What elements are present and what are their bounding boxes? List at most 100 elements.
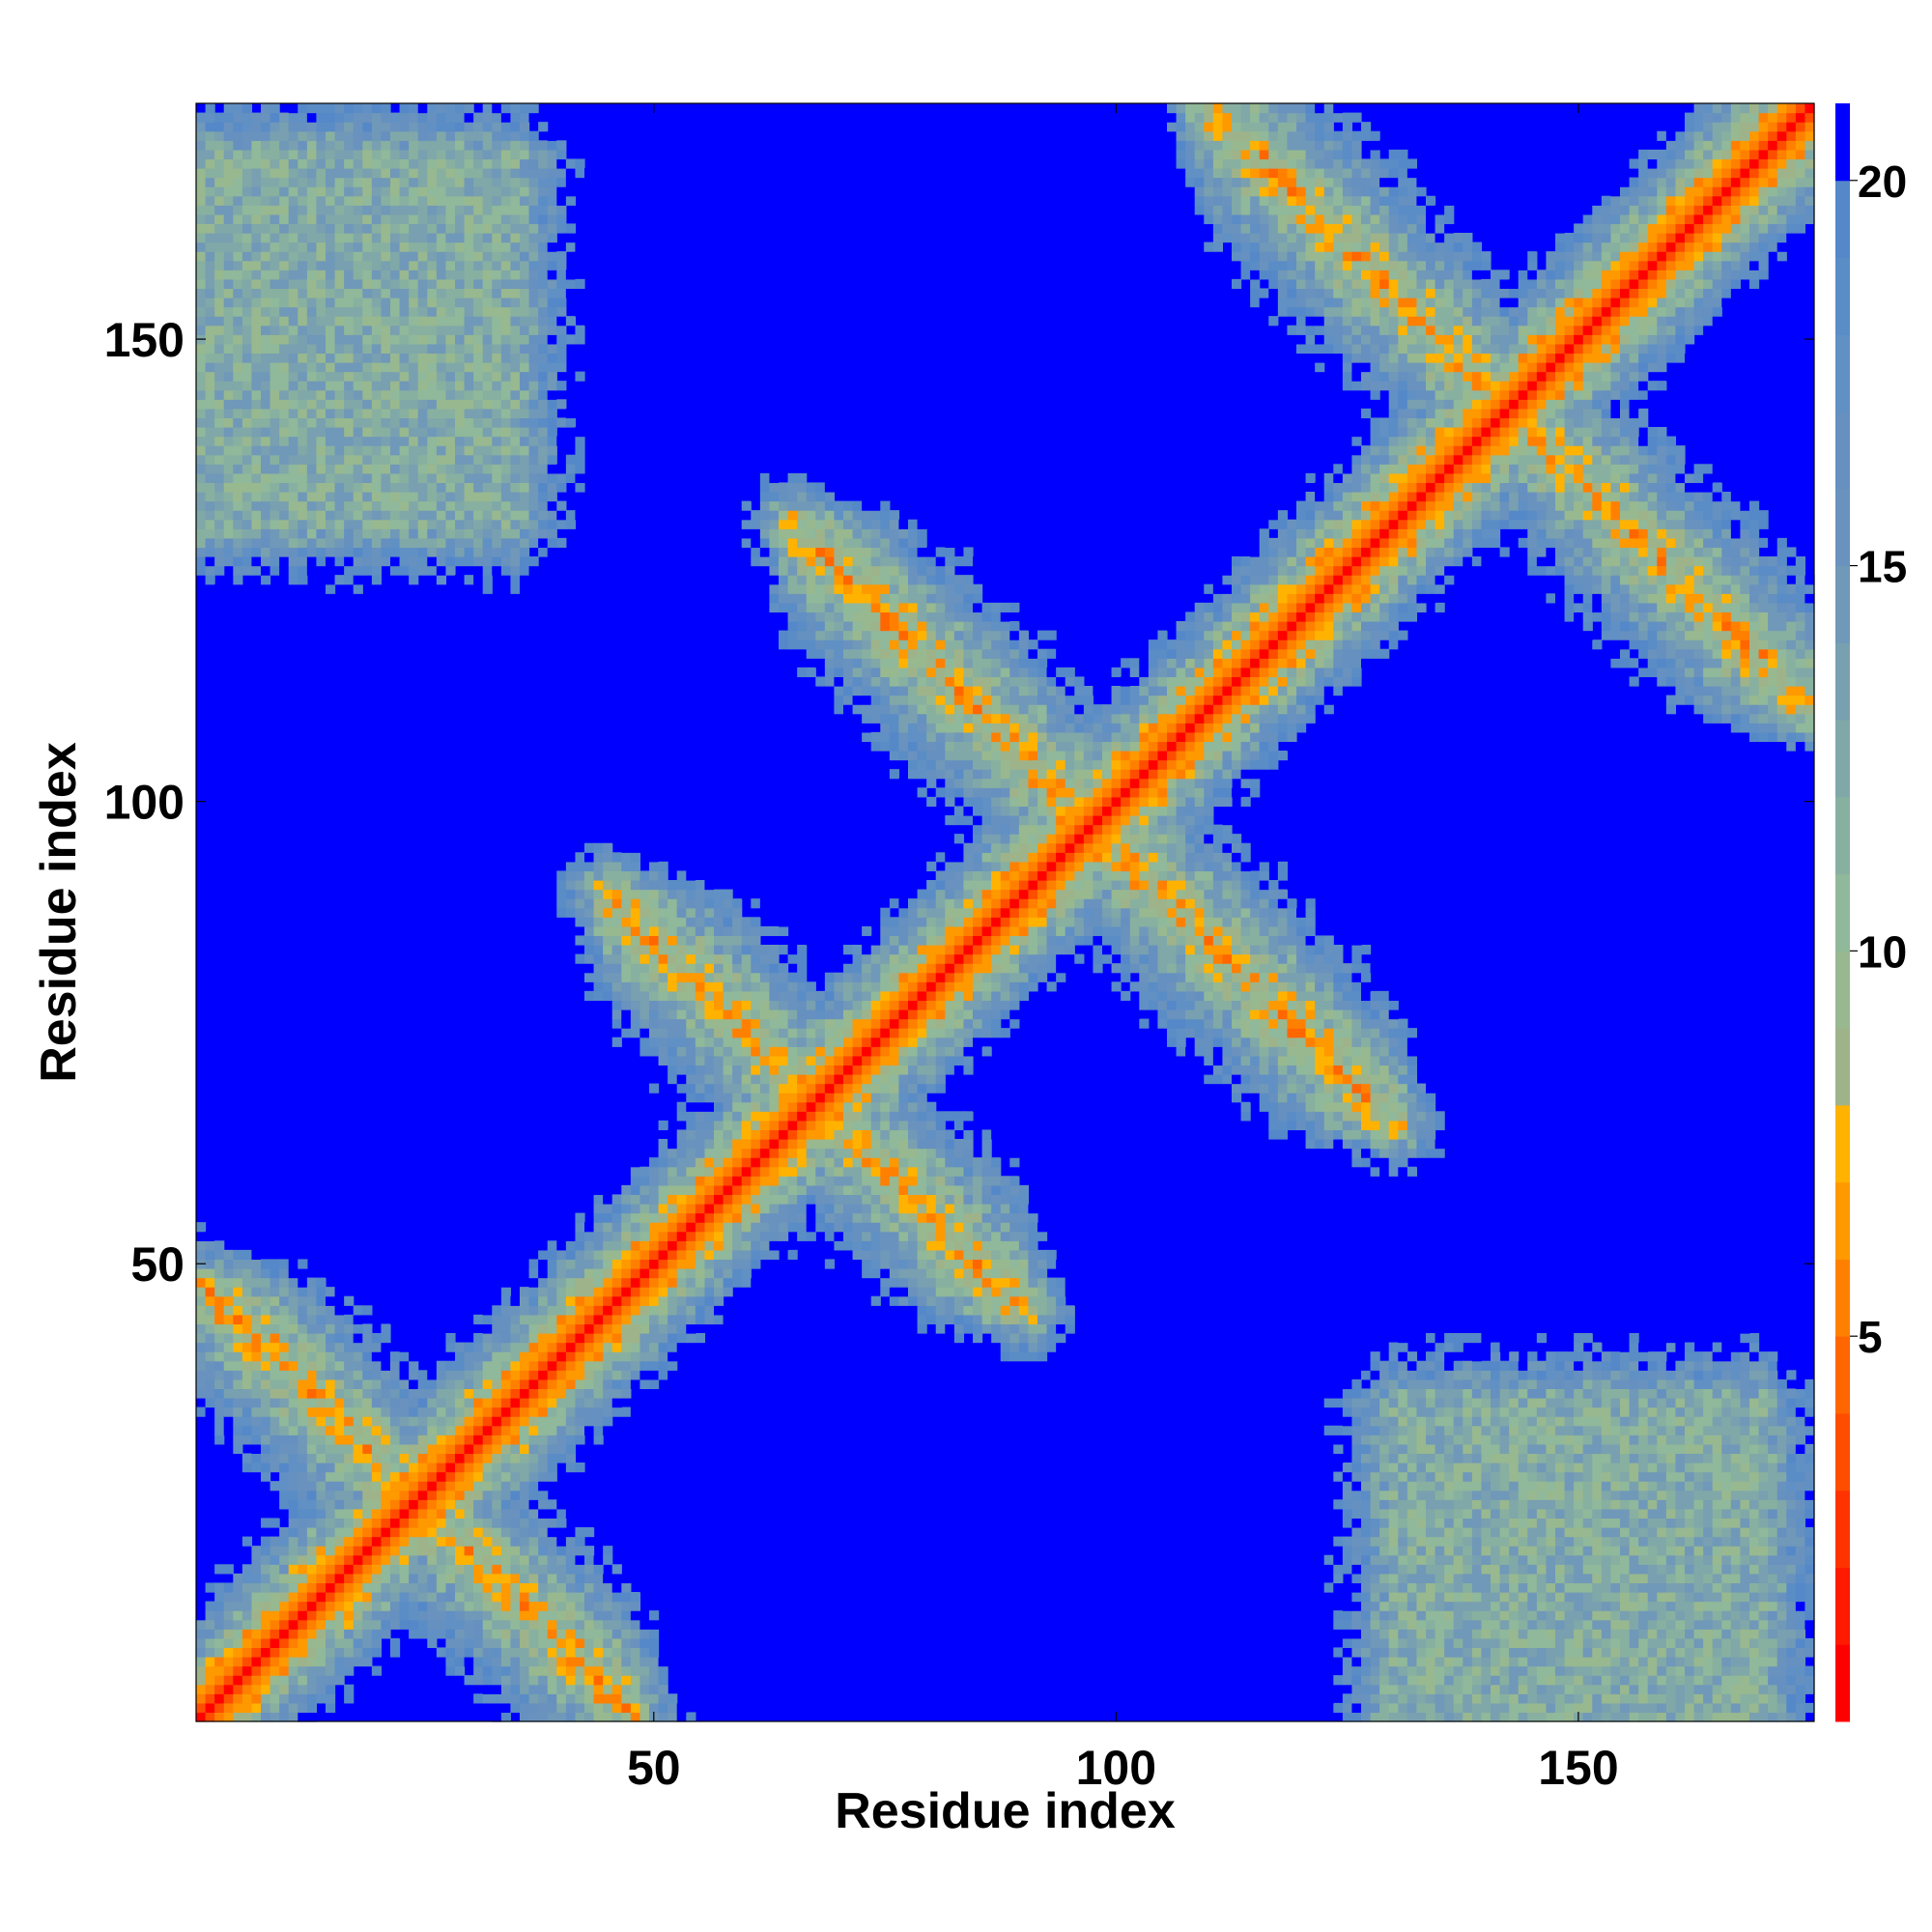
heatmap-cell — [233, 1249, 243, 1261]
heatmap-cell — [390, 1378, 401, 1390]
heatmap-cell — [1647, 1684, 1658, 1694]
heatmap-cell — [298, 454, 308, 465]
heatmap-cell — [399, 408, 410, 419]
heatmap-cell — [223, 1388, 234, 1399]
heatmap-cell — [417, 1463, 428, 1473]
heatmap-cell — [298, 417, 308, 428]
heatmap-cell — [1629, 1518, 1639, 1528]
heatmap-cell — [270, 278, 280, 290]
heatmap-cell — [1426, 1536, 1436, 1547]
heatmap-cell — [1333, 1582, 1344, 1593]
heatmap-cell — [390, 417, 401, 428]
heatmap-cell — [482, 1481, 493, 1492]
heatmap-cell — [492, 1592, 502, 1603]
heatmap-cell — [455, 186, 466, 197]
heatmap-cell — [1463, 1564, 1473, 1575]
heatmap-cell — [445, 278, 456, 290]
heatmap-cell — [362, 1351, 373, 1362]
heatmap-cell — [326, 436, 336, 446]
heatmap-cell — [251, 519, 262, 529]
heatmap-cell — [223, 464, 234, 474]
heatmap-cell — [621, 1712, 632, 1722]
heatmap-cell — [214, 1249, 225, 1261]
heatmap-cell — [233, 186, 243, 197]
heatmap-cell — [556, 1684, 567, 1694]
heatmap-cell — [1657, 1573, 1667, 1584]
heatmap-cell — [288, 130, 298, 141]
heatmap-cell — [556, 1647, 567, 1658]
heatmap-cell — [492, 1499, 502, 1510]
heatmap-cell — [1703, 1453, 1714, 1463]
heatmap-cell — [298, 1388, 308, 1399]
heatmap-cell — [1527, 1471, 1538, 1482]
heatmap-cell — [353, 270, 363, 280]
heatmap-cell — [214, 1657, 225, 1667]
heatmap-cell — [205, 270, 215, 280]
heatmap-cell — [1463, 1712, 1473, 1722]
heatmap-cell — [1712, 1684, 1722, 1694]
heatmap-cell — [547, 1536, 557, 1547]
heatmap-cell — [205, 1665, 215, 1676]
heatmap-cell — [510, 1573, 521, 1584]
heatmap-cell — [1730, 1601, 1742, 1611]
heatmap-cell — [417, 1508, 428, 1520]
heatmap-cell — [306, 168, 318, 179]
heatmap-cell — [334, 1675, 345, 1686]
heatmap-cell — [538, 1592, 549, 1603]
heatmap-cell — [381, 1592, 391, 1603]
heatmap-cell — [1693, 1601, 1704, 1611]
heatmap-cell — [306, 454, 318, 465]
heatmap-cell — [565, 1702, 577, 1714]
heatmap-cell — [1582, 1536, 1593, 1547]
heatmap-cell — [1509, 1684, 1520, 1694]
heatmap-cell — [261, 1435, 271, 1445]
heatmap-cell — [344, 389, 355, 400]
heatmap-cell — [1693, 1657, 1704, 1667]
heatmap-cell — [1795, 1657, 1806, 1667]
heatmap-cell — [417, 1546, 428, 1556]
heatmap-cell — [261, 103, 271, 114]
heatmap-cell — [639, 1619, 650, 1630]
heatmap-cell — [1804, 1637, 1815, 1649]
heatmap-cell — [288, 1490, 298, 1500]
heatmap-cell — [362, 547, 373, 557]
heatmap-cell — [1638, 1693, 1649, 1704]
heatmap-cell — [214, 316, 225, 327]
heatmap-cell — [1518, 1675, 1528, 1686]
heatmap-cell — [298, 1453, 308, 1463]
heatmap-cell — [1463, 1629, 1473, 1639]
heatmap-cell — [205, 427, 215, 438]
heatmap-cell — [223, 1406, 234, 1417]
heatmap-cell — [436, 158, 447, 169]
heatmap-cell — [214, 371, 225, 382]
heatmap-cell — [417, 343, 428, 355]
heatmap-cell — [492, 1425, 502, 1435]
heatmap-cell — [1610, 1675, 1621, 1686]
heatmap-cell — [1342, 1481, 1353, 1492]
heatmap-cell — [306, 1360, 318, 1371]
heatmap-cell — [205, 1305, 215, 1316]
heatmap-cell — [205, 223, 215, 234]
heatmap-cell — [251, 1388, 262, 1399]
heatmap-cell — [1740, 1702, 1750, 1714]
heatmap-cell — [242, 389, 253, 400]
heatmap-cell — [390, 1619, 401, 1630]
heatmap-cell — [288, 288, 298, 298]
heatmap-cell — [436, 186, 447, 197]
heatmap-cell — [482, 325, 493, 335]
heatmap-cell — [1768, 1619, 1778, 1630]
heatmap-cell — [1509, 1508, 1520, 1520]
heatmap-cell — [473, 1546, 484, 1556]
heatmap-cell — [344, 1360, 355, 1371]
heatmap-cell — [482, 417, 493, 428]
heatmap-cell — [306, 334, 318, 345]
heatmap-cell — [1388, 1564, 1399, 1575]
heatmap-cell — [436, 1360, 447, 1371]
heatmap-cell — [316, 528, 327, 539]
heatmap-cell — [409, 158, 419, 169]
heatmap-cell — [326, 325, 336, 335]
heatmap-cell — [242, 112, 253, 123]
heatmap-cell — [1388, 1582, 1399, 1593]
heatmap-cell — [306, 1277, 318, 1288]
heatmap-cell — [279, 158, 290, 169]
